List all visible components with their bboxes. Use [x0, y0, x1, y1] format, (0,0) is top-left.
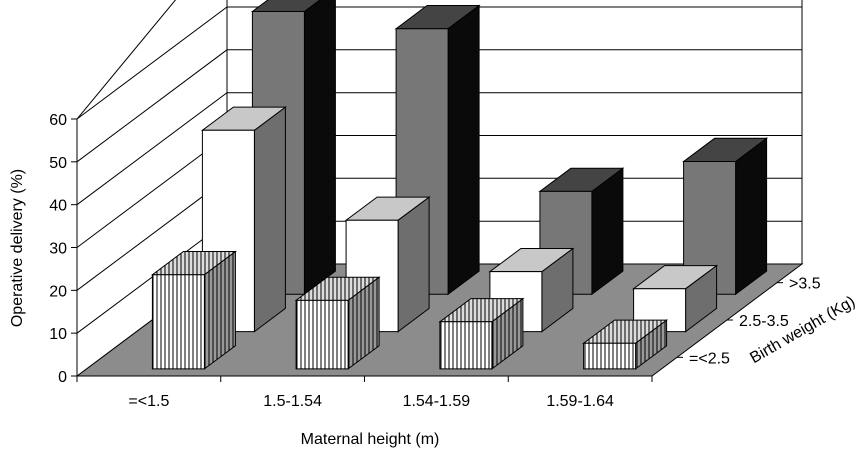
- bar: [200, 106, 287, 333]
- gridline: [76, 6, 802, 120]
- bar: [294, 276, 381, 370]
- bar: [582, 319, 669, 370]
- bar-front: [583, 342, 637, 370]
- z-axis-ticks: =<2.5 2.5-3.5 >3.5: [677, 276, 821, 367]
- bar-side: [447, 4, 480, 296]
- bars: [150, 0, 769, 370]
- bar-side: [735, 137, 768, 296]
- x-tick-label: =<1.5: [128, 393, 169, 410]
- chart-walls: [75, 0, 804, 377]
- y-axis-label: Operative delivery (%): [9, 169, 26, 327]
- gridline: [76, 49, 802, 163]
- bar-front: [683, 161, 737, 295]
- x-tick-label: 1.59-1.64: [546, 393, 614, 410]
- bar: [682, 137, 769, 296]
- y-tick-label: 20: [49, 283, 67, 300]
- x-axis-ticks: =<1.5 1.5-1.54 1.54-1.59 1.59-1.64: [76, 376, 653, 410]
- y-tick-label: 40: [49, 198, 67, 215]
- bar-front: [151, 274, 205, 370]
- y-tick-label: 10: [49, 326, 67, 343]
- z-tick-label: =<2.5: [689, 350, 730, 367]
- x-axis-label: Maternal height (m): [301, 431, 440, 448]
- y-tick-label: 0: [58, 369, 67, 386]
- y-tick-label: 30: [49, 241, 67, 258]
- bar-front: [295, 299, 349, 370]
- y-tick-label: 50: [49, 155, 67, 172]
- y-tick-label: 60: [49, 112, 67, 129]
- z-axis-label: Birth weight (Kg): [747, 293, 858, 367]
- y-axis-ticks: 0 10 20 30 40 50 60: [49, 112, 652, 386]
- bar-side: [303, 0, 336, 296]
- z-tick-label: >3.5: [789, 276, 821, 293]
- x-tick-label: 1.54-1.59: [403, 393, 471, 410]
- x-tick-label: 1.5-1.54: [263, 393, 322, 410]
- bar-front: [439, 321, 493, 370]
- bar: [438, 297, 525, 370]
- gridline: [76, 92, 802, 206]
- bar: [150, 250, 237, 370]
- bar-side: [253, 106, 286, 333]
- z-tick-label: 2.5-3.5: [739, 313, 789, 330]
